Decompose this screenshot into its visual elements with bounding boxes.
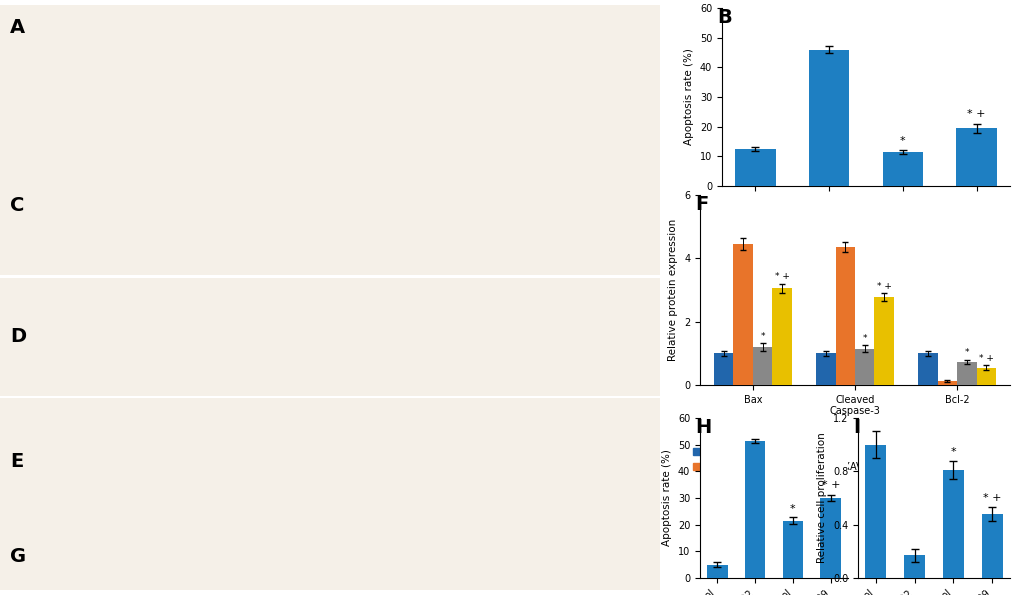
Bar bbox=[903, 555, 924, 578]
Text: G: G bbox=[10, 547, 26, 566]
Y-axis label: Relative protein expression: Relative protein expression bbox=[667, 219, 678, 361]
Bar bbox=[771, 289, 791, 385]
Bar bbox=[733, 244, 752, 385]
Text: I: I bbox=[852, 418, 859, 437]
Bar bbox=[819, 498, 841, 578]
Bar bbox=[864, 444, 886, 578]
Bar bbox=[956, 362, 975, 385]
Bar bbox=[881, 152, 922, 186]
Bar bbox=[873, 297, 893, 385]
Bar bbox=[980, 514, 1002, 578]
Bar bbox=[942, 470, 963, 578]
Text: *: * bbox=[899, 136, 905, 146]
Text: A: A bbox=[10, 18, 25, 37]
Text: *: * bbox=[950, 447, 956, 457]
Legend: Sham, SCI, SCI+Resveratrol, SCI+Resveratrol+XAV939: Sham, SCI, SCI+Resveratrol, SCI+Resverat… bbox=[689, 443, 884, 475]
Text: E: E bbox=[10, 452, 23, 471]
Bar bbox=[835, 248, 854, 385]
Text: D: D bbox=[10, 327, 26, 346]
Bar bbox=[752, 347, 771, 385]
Bar bbox=[956, 128, 996, 186]
Text: * +: * + bbox=[820, 480, 840, 490]
Text: * +: * + bbox=[978, 354, 993, 363]
Bar bbox=[808, 49, 849, 186]
Text: * +: * + bbox=[982, 493, 1001, 503]
Bar bbox=[975, 368, 995, 385]
Text: * +: * + bbox=[875, 281, 891, 290]
Y-axis label: Apoptosis rate (%): Apoptosis rate (%) bbox=[684, 49, 694, 145]
Bar bbox=[706, 565, 727, 578]
Bar bbox=[713, 353, 733, 385]
Text: H: H bbox=[694, 418, 710, 437]
Text: * +: * + bbox=[773, 272, 789, 281]
Text: *: * bbox=[790, 504, 795, 514]
Bar bbox=[936, 381, 956, 385]
Text: *: * bbox=[759, 331, 764, 341]
Bar bbox=[782, 521, 803, 578]
Text: B: B bbox=[716, 8, 731, 27]
Y-axis label: Apoptosis rate (%): Apoptosis rate (%) bbox=[661, 450, 672, 546]
Bar bbox=[744, 441, 764, 578]
Bar bbox=[735, 149, 774, 186]
Text: F: F bbox=[694, 195, 707, 214]
Y-axis label: Relative cell proliferation: Relative cell proliferation bbox=[816, 433, 826, 563]
Bar bbox=[917, 353, 936, 385]
Text: C: C bbox=[10, 196, 24, 215]
Text: *: * bbox=[862, 334, 866, 343]
Bar bbox=[854, 349, 873, 385]
Text: *: * bbox=[964, 349, 968, 358]
Bar bbox=[815, 353, 835, 385]
Text: * +: * + bbox=[966, 109, 985, 119]
